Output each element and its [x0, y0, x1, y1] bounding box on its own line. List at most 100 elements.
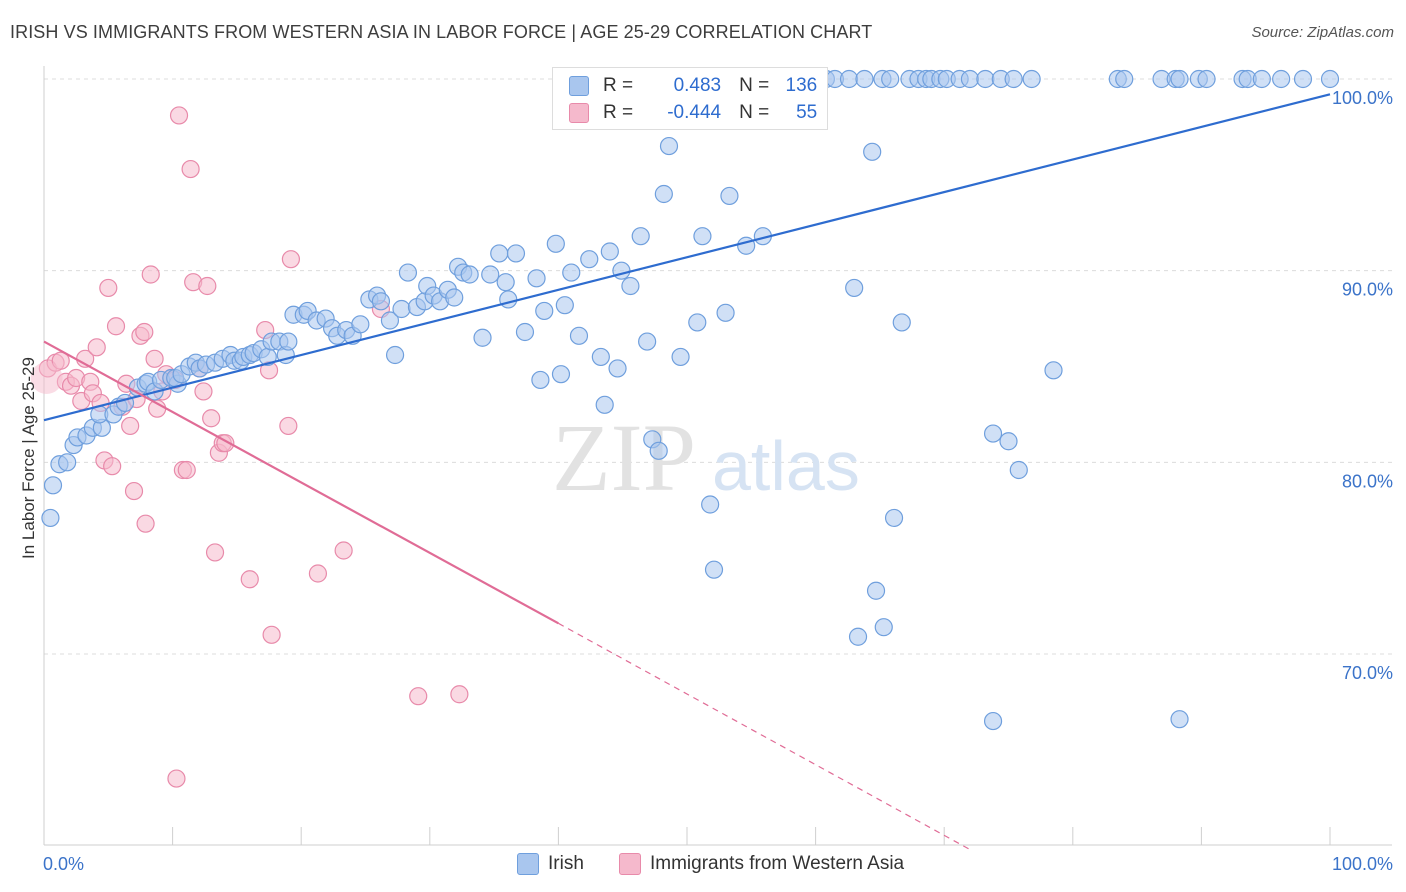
irish-point [848, 627, 868, 646]
irish-point [392, 299, 411, 319]
western-asia-n-value: 55 [796, 102, 818, 123]
western-asia-point [308, 564, 328, 583]
irish-point [527, 269, 546, 288]
western-asia-point [198, 276, 217, 296]
western-asia-point [177, 460, 196, 480]
western-asia-point [141, 265, 160, 284]
irish-point [490, 244, 509, 263]
y-tick-label: 70.0% [1342, 663, 1393, 683]
western-asia-trend-line [43, 340, 559, 625]
irish-point [580, 250, 599, 269]
x-tick-label-max: 100.0% [1332, 854, 1393, 874]
western-asia-point [279, 416, 298, 436]
source-label: Source: ZipAtlas.com [1251, 24, 1394, 41]
western-asia-trend-extension [558, 622, 971, 851]
irish-point [1320, 69, 1340, 89]
irish-point [1004, 69, 1023, 89]
irish-point [701, 495, 720, 514]
irish-point [351, 315, 370, 334]
legend-irish-swatch [517, 853, 539, 875]
irish-point [496, 273, 515, 292]
irish-point [562, 263, 581, 282]
irish-point [839, 69, 859, 89]
legend-item-irish[interactable]: Irish [517, 853, 584, 875]
irish-point [999, 432, 1018, 451]
irish-point [983, 711, 1003, 731]
irish-point [983, 424, 1003, 443]
chart-title: IRISH VS IMMIGRANTS FROM WESTERN ASIA IN… [10, 22, 873, 42]
irish-point [892, 313, 911, 332]
irish-point [481, 265, 500, 284]
irish-point [1170, 710, 1189, 729]
irish-point [279, 332, 298, 351]
irish-point [874, 618, 893, 637]
x-tick-label-min: 0.0% [43, 854, 84, 874]
y-tick-label: 80.0% [1342, 471, 1393, 491]
western-asia-point [145, 349, 164, 368]
irish-point [546, 234, 565, 253]
irish-point [1252, 69, 1271, 89]
legend-irish-label: Irish [548, 853, 584, 874]
irish-point [1009, 460, 1028, 480]
western-asia-point [450, 685, 469, 704]
irish-point [460, 265, 479, 284]
irish-point [398, 263, 418, 282]
western-asia-point [136, 514, 155, 533]
irish-point [591, 347, 610, 367]
western-asia-n-label: N = [739, 102, 770, 123]
tick-labels: 70.0% 80.0% 90.0% 100.0% 0.0% 100.0% [43, 88, 1393, 874]
irish-r-label: R = [603, 75, 634, 96]
irish-point [531, 370, 550, 390]
irish-point [654, 184, 673, 204]
western-asia-point [262, 625, 281, 644]
western-asia-point [87, 338, 106, 357]
irish-point [58, 453, 77, 472]
irish-r-value: 0.483 [673, 75, 722, 96]
western-asia-point [334, 541, 353, 560]
irish-point [380, 311, 400, 330]
irish-point [631, 227, 650, 246]
western-asia-r-label: R = [603, 102, 634, 123]
irish-point [720, 186, 739, 206]
irish-point [1197, 69, 1216, 89]
western-asia-point [124, 481, 144, 501]
irish-swatch [569, 76, 589, 96]
irish-point [716, 303, 735, 322]
western-asia-point [202, 409, 221, 428]
irish-point [1044, 361, 1063, 380]
legend-row-irish: R = 0.483 N = 136 [569, 73, 817, 99]
western-asia-point [409, 687, 428, 706]
western-asia-point [194, 382, 213, 401]
irish-point [649, 441, 668, 460]
series-irish-points [41, 69, 1340, 731]
watermark-zip: ZIP [552, 404, 696, 511]
irish-point [845, 278, 864, 298]
legend-western-asia-swatch [619, 853, 641, 875]
western-asia-swatch [569, 103, 589, 123]
western-asia-point [281, 250, 301, 269]
irish-point [1022, 69, 1041, 89]
irish-n-label: N = [739, 75, 770, 96]
western-asia-point [103, 457, 122, 476]
series-western-asia-points [30, 106, 469, 788]
irish-point [608, 359, 627, 378]
irish-point [638, 332, 657, 351]
irish-point [385, 345, 405, 365]
western-asia-point [106, 317, 126, 336]
legend-item-western-asia[interactable]: Immigrants from Western Asia [619, 853, 904, 875]
irish-point [595, 395, 614, 414]
irish-point [1115, 69, 1134, 89]
western-asia-point [205, 543, 225, 562]
irish-point [976, 69, 995, 89]
irish-point [866, 581, 886, 600]
irish-point [1170, 69, 1189, 89]
irish-point [704, 560, 724, 579]
irish-point [473, 328, 492, 347]
western-asia-point [99, 278, 118, 298]
irish-point [884, 508, 904, 528]
irish-point [535, 301, 554, 321]
irish-point [600, 242, 619, 261]
y-axis-label: In Labor Force | Age 25-29 [19, 357, 38, 559]
western-asia-point [51, 351, 70, 370]
